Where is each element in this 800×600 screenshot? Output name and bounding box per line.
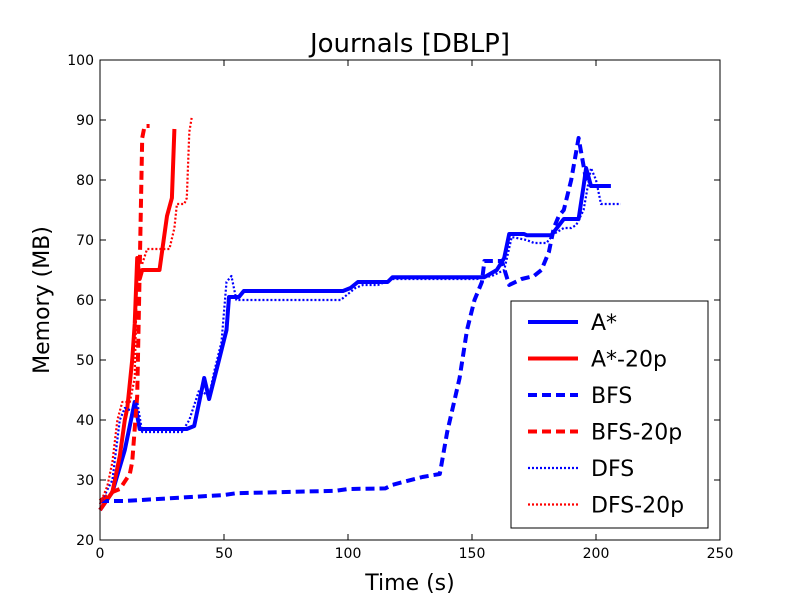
x-tick-label: 250 <box>707 546 734 562</box>
x-tick-label: 200 <box>583 546 610 562</box>
series-line-5 <box>98 116 193 505</box>
legend-label: A*-20p <box>591 348 667 373</box>
legend-label: DFS-20p <box>591 494 684 519</box>
series-line-4 <box>99 166 621 505</box>
series-line-1 <box>98 128 177 512</box>
axis-ticks: 0 50 100 150 200 250 20 30 40 50 60 70 80 90 100 <box>67 53 733 562</box>
y-tick-label: 20 <box>76 533 94 549</box>
series-line-2 <box>100 136 596 503</box>
x-tick-label: 0 <box>96 546 105 562</box>
y-tick-label: 80 <box>76 173 94 189</box>
series-line-0 <box>98 166 611 512</box>
x-tick-label: 100 <box>335 546 362 562</box>
legend-label: BFS-20p <box>591 421 682 446</box>
y-tick-label: 30 <box>76 473 94 489</box>
legend-label: DFS <box>591 457 634 482</box>
legend-box <box>510 300 709 529</box>
x-tick-label: 150 <box>459 546 486 562</box>
x-tick-label: 50 <box>215 546 233 562</box>
chart-title: Journals [DBLP] <box>308 29 510 59</box>
series-line-3 <box>98 124 150 503</box>
x-axis-label: Time (s) <box>364 571 454 596</box>
legend-label: BFS <box>591 384 632 409</box>
y-tick-label: 50 <box>76 353 94 369</box>
y-tick-label: 60 <box>76 293 94 309</box>
y-tick-label: 40 <box>76 413 94 429</box>
y-axis-label: Memory (MB) <box>30 226 55 374</box>
y-tick-label: 100 <box>67 53 94 69</box>
y-tick-label: 70 <box>76 233 94 249</box>
legend: A* A*-20p BFS BFS-20p DFS DFS-20p <box>510 300 709 529</box>
plot-lines <box>98 116 621 512</box>
y-tick-label: 90 <box>76 113 94 129</box>
legend-label: A* <box>591 311 617 336</box>
